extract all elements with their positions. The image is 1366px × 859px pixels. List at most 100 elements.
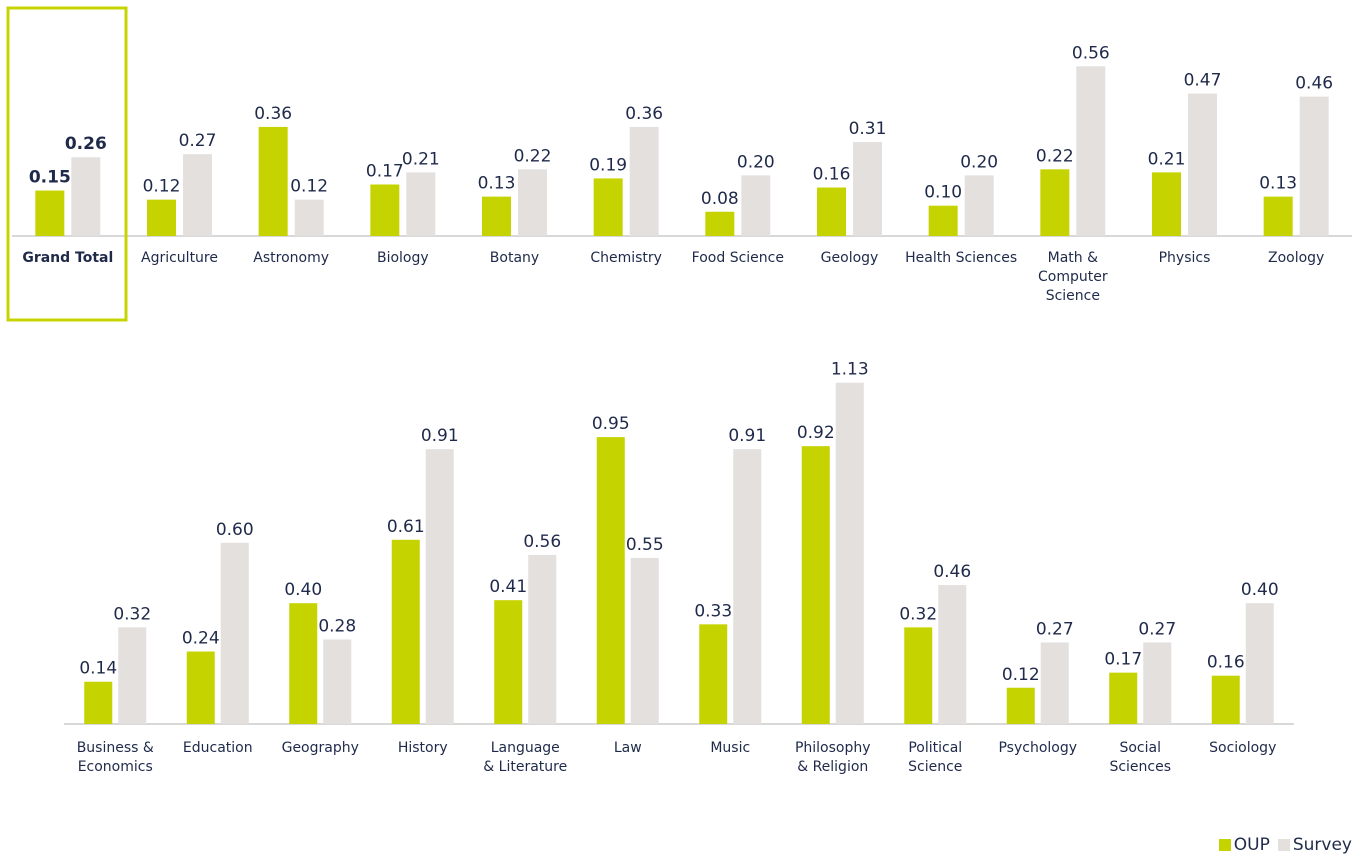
data-label: 0.19 (589, 155, 627, 175)
x-tick-label: Sciences (1109, 759, 1171, 775)
bar-survey (528, 554, 557, 724)
bar-oup (1040, 169, 1070, 236)
data-label: 0.21 (1148, 149, 1186, 169)
data-label: 0.91 (421, 426, 459, 446)
bar-survey (1299, 96, 1329, 237)
data-label: 0.12 (143, 177, 181, 197)
x-tick-label: Botany (490, 250, 539, 266)
data-label: 0.95 (592, 414, 630, 434)
bar-survey (733, 449, 762, 724)
bar-survey (183, 154, 212, 236)
data-label: 0.21 (402, 149, 440, 169)
data-label: 0.36 (254, 104, 292, 124)
x-tick-label: Physics (1159, 250, 1211, 266)
x-tick-label: Business & (77, 740, 154, 756)
bar-survey (630, 557, 659, 724)
x-tick-label: Zoology (1268, 250, 1324, 266)
x-tick-label: Science (908, 759, 962, 775)
x-tick-label: Philosophy (795, 740, 871, 756)
x-tick-label: Sociology (1209, 740, 1276, 756)
bar-oup (482, 196, 511, 236)
bar-survey (1245, 603, 1274, 724)
data-label: 0.32 (899, 604, 937, 624)
x-tick-label: Science (1046, 288, 1100, 304)
data-label: 0.20 (737, 152, 775, 172)
data-label: 0.40 (1241, 580, 1279, 600)
bar-oup (1152, 172, 1181, 236)
x-tick-label: Education (183, 740, 253, 756)
bar-oup (258, 126, 288, 236)
x-tick-label: Psychology (998, 740, 1077, 756)
data-label: 0.26 (65, 134, 107, 154)
x-tick-label: Astronomy (253, 250, 329, 266)
bar-oup (801, 446, 830, 724)
bar-survey (853, 142, 882, 236)
x-tick-label: History (398, 740, 448, 756)
data-label: 0.60 (216, 520, 254, 540)
data-label: 0.24 (182, 629, 220, 649)
highlight-box (6, 6, 128, 322)
bar-survey (220, 542, 249, 724)
data-label: 1.13 (831, 360, 869, 380)
x-tick-label: Biology (377, 250, 429, 266)
bar-oup (593, 178, 623, 236)
data-label: 0.56 (1072, 43, 1110, 63)
x-tick-label: Social (1119, 740, 1161, 756)
bar-oup (35, 190, 65, 236)
data-label: 0.91 (728, 426, 766, 446)
data-label: 0.20 (960, 152, 998, 172)
bar-survey (938, 585, 967, 724)
data-label: 0.28 (318, 616, 356, 636)
bar-survey (323, 639, 352, 724)
x-tick-label: & Religion (797, 759, 868, 775)
x-tick-label: Chemistry (590, 250, 662, 266)
bar-oup (596, 437, 625, 724)
data-label: 0.31 (849, 119, 887, 139)
bar-oup (705, 211, 735, 236)
bar-survey (425, 449, 454, 724)
bar-oup (699, 624, 728, 724)
bar-survey (518, 169, 547, 236)
bar-oup (817, 187, 846, 236)
x-tick-label: Computer (1038, 269, 1108, 285)
bar-oup (904, 627, 933, 724)
data-label: 0.56 (523, 532, 561, 552)
x-tick-label: Language (491, 740, 560, 756)
bar-oup (1109, 672, 1138, 724)
x-tick-label: Political (908, 740, 962, 756)
bar-oup (147, 199, 176, 236)
bar-survey (835, 382, 864, 724)
data-label: 0.27 (1138, 619, 1176, 639)
x-tick-label: Health Sciences (905, 250, 1017, 266)
x-tick-label: Math & (1048, 250, 1098, 266)
data-label: 0.12 (1002, 665, 1040, 685)
x-tick-label: Music (710, 740, 750, 756)
data-label: 0.22 (514, 146, 552, 166)
data-label: 0.92 (797, 423, 835, 443)
x-tick-label: Law (614, 740, 642, 756)
bar-oup (370, 184, 400, 236)
legend-label-oup: OUP (1233, 835, 1270, 855)
bar-oup (928, 205, 958, 236)
bar-survey (741, 175, 771, 236)
data-label: 0.46 (933, 562, 971, 582)
bar-survey (1040, 642, 1069, 724)
legend-swatch-oup (1218, 839, 1231, 851)
data-label: 0.40 (284, 580, 322, 600)
data-label: 0.13 (478, 174, 516, 194)
data-label: 0.16 (813, 165, 851, 185)
x-tick-label: Economics (78, 759, 153, 775)
data-label: 0.12 (290, 177, 328, 197)
legend-label-survey: Survey (1292, 835, 1352, 855)
data-label: 0.27 (179, 131, 217, 151)
data-label: 0.32 (113, 604, 151, 624)
x-tick-label: Geography (282, 740, 359, 756)
legend-item-survey: Survey (1277, 835, 1352, 855)
x-tick-label: Food Science (692, 250, 784, 266)
bar-survey (71, 157, 101, 236)
data-label: 0.13 (1259, 174, 1297, 194)
data-label: 0.14 (79, 659, 117, 679)
data-label: 0.47 (1184, 71, 1222, 91)
legend: OUP Survey (1211, 835, 1352, 855)
